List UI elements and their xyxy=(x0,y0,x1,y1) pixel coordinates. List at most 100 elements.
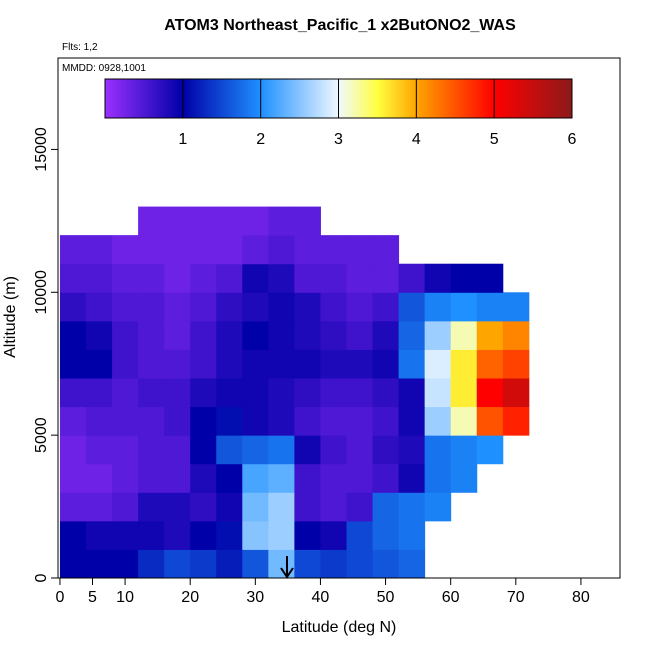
heatmap-cell xyxy=(138,292,165,322)
colorbar-tick-label: 4 xyxy=(412,131,421,148)
heatmap-cell xyxy=(86,263,113,293)
subtitle: Flts: 1,2 xyxy=(62,42,98,53)
flight-arrow xyxy=(280,556,294,579)
heatmap-cell xyxy=(476,378,504,408)
heatmap-cell xyxy=(268,206,295,236)
heatmap-cell xyxy=(294,320,321,350)
heatmap-cell xyxy=(450,406,478,436)
heatmap-cell xyxy=(138,263,165,293)
heatmap-cell xyxy=(346,435,374,465)
heatmap-cell xyxy=(476,263,504,293)
heatmap-cell xyxy=(372,520,400,550)
heatmap-cell xyxy=(190,406,217,436)
chart-title: ATOM3 Northeast_Pacific_1 x2ButONO2_WAS xyxy=(164,17,516,34)
heatmap-cell xyxy=(424,492,452,522)
heatmap-cell xyxy=(190,292,217,322)
heatmap-cell xyxy=(112,549,139,579)
heatmap-cell xyxy=(320,492,347,522)
heatmap-cell xyxy=(164,378,191,408)
heatmap-cell xyxy=(242,263,269,293)
heatmap-cell xyxy=(86,320,113,350)
heatmap-cell xyxy=(112,378,139,408)
heatmap-cell xyxy=(138,520,165,550)
plot-frame xyxy=(57,57,621,579)
heatmap-cell xyxy=(138,549,165,579)
heatmap-cell xyxy=(86,235,113,265)
heatmap-cell xyxy=(164,320,191,350)
heatmap-cell xyxy=(502,349,530,379)
heatmap-cell xyxy=(476,320,504,350)
heatmap-cell xyxy=(112,349,139,379)
heatmap-cell xyxy=(346,263,374,293)
heatmap-cell xyxy=(450,263,478,293)
heatmap-cell xyxy=(424,349,452,379)
heatmap-cell xyxy=(59,463,87,493)
heatmap-cell xyxy=(398,378,426,408)
heatmap-cell xyxy=(294,378,321,408)
heatmap-cell xyxy=(346,349,374,379)
heatmap-cell xyxy=(424,435,452,465)
heatmap-cell xyxy=(398,549,426,579)
heatmap-cell xyxy=(164,206,191,236)
x-tick-label: 50 xyxy=(377,589,395,606)
heatmap-cell xyxy=(372,463,400,493)
heatmap-cell xyxy=(398,292,426,322)
heatmap-cell xyxy=(398,320,426,350)
heatmap-cell xyxy=(216,320,243,350)
heatmap-cell xyxy=(216,520,243,550)
heatmap-cell xyxy=(346,406,374,436)
heatmap-cell xyxy=(112,320,139,350)
heatmap-cell xyxy=(398,406,426,436)
heatmap-cell xyxy=(164,406,191,436)
heatmap-cell xyxy=(476,406,504,436)
heatmap-cell xyxy=(112,406,139,436)
colorbar-tick-label: 5 xyxy=(490,131,499,148)
y-tick-label: 10000 xyxy=(33,270,50,315)
y-tick-label: 15000 xyxy=(33,127,50,172)
heatmap-cell xyxy=(372,263,400,293)
heatmap-cell xyxy=(268,292,295,322)
heatmap-cell xyxy=(112,235,139,265)
heatmap-cell xyxy=(320,378,347,408)
heatmap-cell xyxy=(242,349,269,379)
colorbar-tick-label: 1 xyxy=(178,131,187,148)
heatmap-cell xyxy=(216,263,243,293)
heatmap-cell xyxy=(268,235,295,265)
heatmap-cell xyxy=(268,320,295,350)
heatmap-cell xyxy=(268,549,295,579)
heatmap-cell xyxy=(320,463,347,493)
heatmap-cell xyxy=(320,235,347,265)
heatmap-cell xyxy=(190,206,217,236)
heatmap-cell xyxy=(294,235,321,265)
heatmap-cell xyxy=(372,292,400,322)
heatmap-cell xyxy=(190,492,217,522)
heatmap-cell xyxy=(138,435,165,465)
heatmap-cell xyxy=(320,406,347,436)
heatmap-cell xyxy=(320,520,347,550)
heatmap-cell xyxy=(112,492,139,522)
annotation: MMDD: 0928,1001 xyxy=(62,63,146,74)
heatmap-cell xyxy=(268,435,295,465)
heatmap-cell xyxy=(59,406,87,436)
y-axis-label: Altitude (m) xyxy=(2,276,19,358)
heatmap-cell xyxy=(86,463,113,493)
heatmap-cells xyxy=(59,206,530,579)
x-tick-label: 20 xyxy=(181,589,199,606)
heatmap-cell xyxy=(59,435,87,465)
heatmap-cell xyxy=(372,406,400,436)
heatmap-cell xyxy=(242,435,269,465)
heatmap-cell xyxy=(450,292,478,322)
heatmap-cell xyxy=(372,492,400,522)
heatmap-cell xyxy=(346,463,374,493)
heatmap-cell xyxy=(346,520,374,550)
heatmap-cell xyxy=(372,378,400,408)
heatmap-cell xyxy=(320,292,347,322)
y-tick-label: 0 xyxy=(33,573,50,582)
heatmap-cell xyxy=(294,520,321,550)
heatmap-cell xyxy=(59,492,87,522)
heatmap-cell xyxy=(242,378,269,408)
heatmap-cell xyxy=(268,378,295,408)
heatmap-cell xyxy=(320,263,347,293)
heatmap-cell xyxy=(190,349,217,379)
heatmap-cell xyxy=(59,263,87,293)
